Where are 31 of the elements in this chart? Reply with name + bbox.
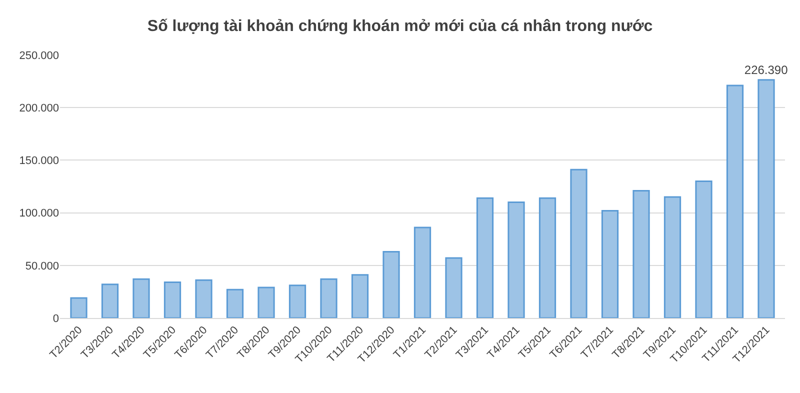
bar (632, 190, 650, 318)
bar (601, 210, 619, 318)
bar (132, 278, 150, 318)
bar (288, 284, 306, 318)
bar (195, 279, 212, 318)
bar (70, 297, 88, 318)
y-tick-label: 0 (52, 312, 59, 325)
bar (382, 250, 400, 318)
bar (414, 226, 432, 318)
bar (101, 284, 119, 318)
bar (664, 196, 682, 318)
bar (320, 278, 338, 318)
y-tick-label: 250.000 (19, 50, 59, 62)
bar (476, 197, 494, 318)
data-label: 226.390 (744, 62, 788, 77)
bar (508, 202, 525, 318)
bar (538, 197, 556, 318)
y-tick-label: 150.000 (19, 155, 59, 168)
bar (445, 257, 462, 318)
bar (351, 274, 369, 318)
bar (258, 286, 275, 318)
bar (695, 180, 712, 318)
y-tick-label: 100.000 (19, 208, 59, 220)
bar (164, 281, 182, 318)
y-tick-label: 50.000 (25, 260, 59, 272)
chart-title: Số lượng tài khoản chứng khoán mở mới của cá nhân trong nước (147, 18, 653, 35)
y-tick-label: 200.000 (19, 102, 59, 114)
bar (726, 84, 744, 318)
bar (758, 79, 775, 318)
bar (570, 168, 588, 318)
bar (226, 288, 244, 318)
